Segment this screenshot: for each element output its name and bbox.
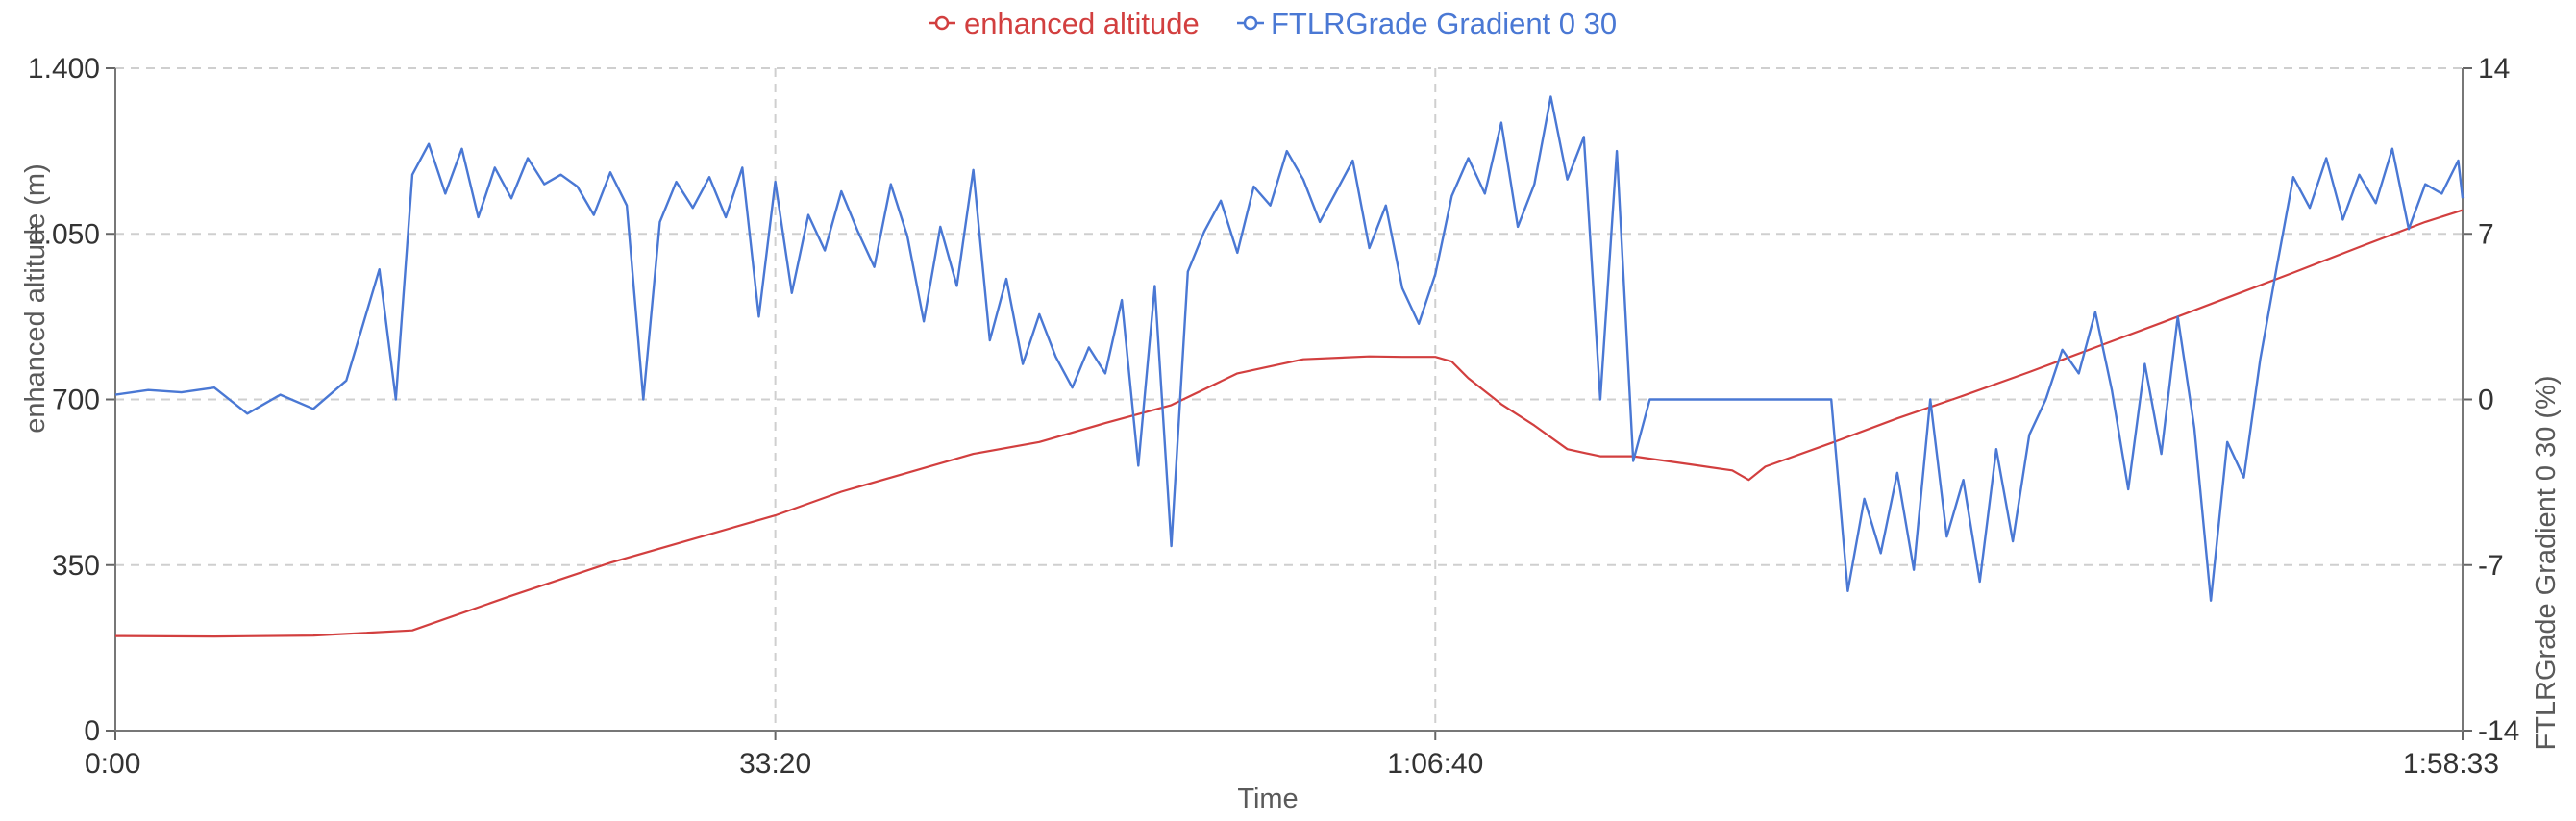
y-left-axis-title: enhanced altitude (m)	[20, 163, 51, 434]
y-right-tick-label: -14	[2478, 715, 2519, 747]
y-right-tick-label: 0	[2478, 385, 2494, 416]
y-right-axis-title: FTLRGrade Gradient 0 30 (%)	[2531, 375, 2562, 750]
x-axis-title: Time	[1237, 784, 1298, 814]
y-right-tick-label: 14	[2478, 53, 2510, 85]
series-line-ftlrgrade-gradient	[114, 95, 2465, 602]
y-right-tick-label: -7	[2478, 550, 2504, 582]
legend-label: FTLRGrade Gradient 0 30	[1271, 7, 1617, 40]
y-left-tick-label: 700	[52, 385, 100, 416]
y-left-tick-label: 1.050	[28, 218, 100, 250]
legend-marker-icon	[934, 15, 950, 31]
axis-titles: Time enhanced altitude (m) FTLRGrade Gradi…	[20, 163, 2562, 814]
x-tick-label: 0:00	[85, 748, 140, 780]
legend: enhanced altitude FTLRGrade Gradient 0 30	[929, 7, 1617, 40]
series-lines	[114, 95, 2465, 638]
axes	[106, 67, 2472, 740]
legend-marker-icon	[1243, 15, 1258, 31]
legend-label: enhanced altitude	[964, 7, 1200, 40]
x-tick-label: 33:20	[739, 748, 811, 780]
grid-lines	[115, 67, 2463, 731]
y-right-tick-label: 7	[2478, 218, 2494, 250]
series-line-enhanced-altitude	[114, 209, 2464, 638]
y-left-tick-label: 0	[84, 715, 100, 747]
x-tick-label: 1:58:33	[2403, 748, 2499, 780]
x-tick-label: 1:06:40	[1387, 748, 1483, 780]
tick-labels: 0 350 700 1.050 1.400 -14 -7 0 7 14 0:00 33:20 1:06:…	[28, 53, 2519, 780]
y-left-tick-label: 350	[52, 550, 100, 582]
y-left-tick-label: 1.400	[28, 53, 100, 85]
